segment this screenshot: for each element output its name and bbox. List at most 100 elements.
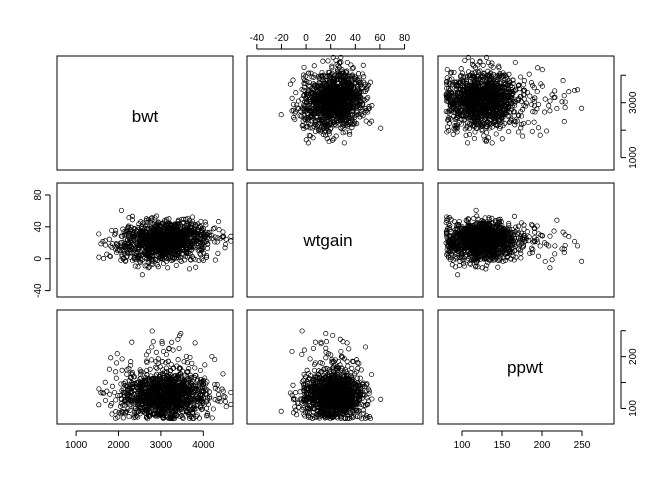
data-point [344,86,350,92]
data-point [301,106,307,112]
data-point [299,123,305,129]
data-point [118,207,125,213]
data-point [355,83,361,89]
top-axis-wtgain-tick-label: 80 [399,33,411,44]
data-point [96,231,102,237]
data-point [350,117,356,123]
data-point [344,84,350,90]
data-point [228,233,234,239]
data-point [337,113,343,119]
data-point [534,223,540,229]
data-point [489,124,495,130]
data-point [307,133,313,139]
data-point [525,119,531,126]
data-point [527,93,533,99]
points-bwt-vs-ppwt [443,54,585,146]
data-point [293,90,299,96]
data-point [364,96,370,102]
data-point [347,129,353,135]
data-point [367,120,373,126]
bottom-axis-ppwt-tick-label: 200 [534,440,551,451]
data-point [529,245,535,251]
data-point [139,272,145,278]
data-point [518,125,524,131]
data-point [554,217,560,223]
data-point [299,113,305,119]
diag-label-ppwt: ppwt [507,358,543,377]
data-point [202,219,208,225]
data-point [305,70,311,76]
data-point [346,121,352,128]
data-point [520,133,526,139]
data-point [207,229,213,235]
data-point [216,219,222,225]
top-axis-wtgain-tick-label: 60 [374,33,386,44]
data-point [302,117,309,123]
data-point [101,256,107,262]
data-point [204,245,211,251]
top-axis-wtgain-tick-label: 0 [303,33,309,44]
data-point [328,125,334,131]
data-point [329,137,336,143]
data-point [299,96,305,102]
data-point [547,108,553,114]
data-point [132,263,138,269]
data-point [307,84,313,90]
data-point [320,97,326,103]
data-point [340,100,346,106]
data-point [338,110,344,116]
data-point [338,125,344,131]
data-point [360,89,366,95]
data-point [560,78,566,84]
data-point [348,100,354,106]
data-point [547,98,553,104]
data-point [552,88,558,94]
data-point [362,106,369,112]
data-point [315,99,322,105]
data-point [326,88,332,94]
data-point [534,89,540,95]
data-point [348,89,354,95]
data-point [347,132,353,138]
data-point [306,82,312,88]
data-point [344,107,350,113]
data-point [561,119,567,125]
data-point [304,93,310,99]
data-point [547,233,553,239]
data-point [311,63,317,69]
right-axis-bwt-tick-label: 1000 [628,146,639,169]
data-point [326,131,332,137]
data-point [348,99,355,105]
top-axis-wtgain-tick-label: -20 [274,33,289,44]
data-point [337,60,343,66]
data-point [319,92,325,98]
data-point [312,118,318,125]
data-point [335,66,341,73]
data-point [311,74,317,80]
data-point [515,129,522,135]
data-point [542,258,548,265]
data-point [339,96,345,102]
data-point [311,109,317,115]
data-point [465,140,471,146]
data-point [471,136,477,142]
data-point [354,109,360,116]
data-point [537,132,543,138]
data-point [304,117,310,123]
data-point [369,103,375,109]
data-point [320,109,326,115]
data-point [331,119,337,126]
data-point [572,238,578,245]
data-point [551,228,557,234]
data-point [537,243,543,249]
data-point [330,113,336,119]
data-point [493,131,499,137]
data-point [344,78,350,84]
data-point [552,251,558,257]
data-point [327,73,333,79]
data-point [489,140,495,146]
data-point [357,76,363,82]
data-point [338,83,344,89]
data-point [301,80,307,86]
data-point [561,93,567,99]
